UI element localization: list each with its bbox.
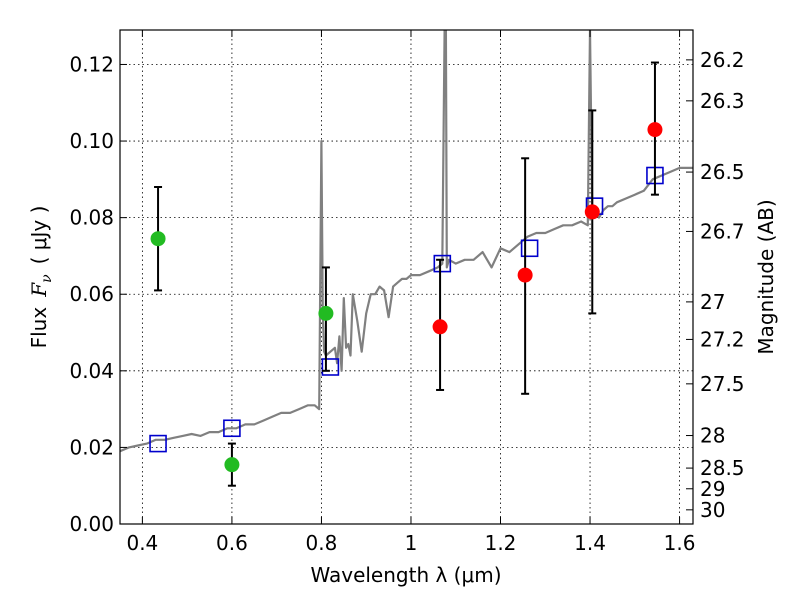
y-axis-label-symbol: F <box>27 282 51 298</box>
model-bandpass-square <box>433 254 452 273</box>
model-bandpass-square <box>149 434 167 453</box>
photometry-point <box>224 457 240 473</box>
model-bandpass-square <box>223 419 241 438</box>
right-axis-label: Magnitude (AB) <box>754 199 778 354</box>
plot-frame <box>119 29 694 525</box>
x-axis-label: Wavelength λ (μm) <box>310 563 501 587</box>
y-tick-label: 0.08 <box>69 206 114 230</box>
x-tick-label: 0.8 <box>306 531 338 555</box>
y-axis-label-prefix: Flux <box>27 307 51 349</box>
y-axis-label-unit: ( μJy ) <box>27 206 51 265</box>
right-tick-label: 27 <box>700 290 725 314</box>
right-tick-label: 28.5 <box>700 456 745 480</box>
photometry-point <box>432 319 448 335</box>
x-tick-label: 0.4 <box>126 531 158 555</box>
grid <box>120 30 693 525</box>
photometry-point <box>517 267 533 283</box>
y-tick-label: 0.06 <box>69 282 114 306</box>
x-tick-label: 0.6 <box>216 531 248 555</box>
right-tick-label: 29 <box>700 477 725 501</box>
right-tick-label: 27.2 <box>700 327 745 351</box>
y-axis-label-subscript: ν <box>39 274 55 283</box>
plot-area <box>120 30 693 487</box>
photometry-point <box>647 122 663 138</box>
y-tick-label: 0.10 <box>69 129 114 153</box>
right-tick-label: 26.5 <box>700 160 745 184</box>
y-axis-label: Flux Fν ( μJy ) <box>27 206 55 349</box>
model-bandpass-square <box>321 358 340 376</box>
right-tick-label: 30 <box>700 498 725 522</box>
y-tick-label: 0.04 <box>69 359 114 383</box>
axis-ticks: 0.4 0.6 0.8 1 1.2 1.4 1.6 0.00 0.02 0.04 0.06 0.08 0… <box>69 30 745 555</box>
photometry-point <box>150 231 166 247</box>
sed-model-line <box>120 30 693 453</box>
right-tick-label: 26.7 <box>700 219 745 243</box>
y-tick-label: 0.12 <box>69 52 114 76</box>
model-bandpass-square <box>520 239 539 258</box>
right-tick-label: 26.3 <box>700 89 745 113</box>
right-tick-label: 27.5 <box>700 372 745 396</box>
photometry-point <box>584 204 600 220</box>
y-tick-label: 0.02 <box>69 435 114 459</box>
x-tick-label: 1 <box>405 531 418 555</box>
x-tick-label: 1.6 <box>664 531 696 555</box>
x-tick-label: 1.4 <box>574 531 606 555</box>
x-tick-label: 1.2 <box>485 531 517 555</box>
photometry-point <box>318 305 334 321</box>
right-tick-label: 28 <box>700 424 725 448</box>
right-tick-label: 26.2 <box>700 48 745 72</box>
y-tick-label: 0.00 <box>69 512 114 536</box>
